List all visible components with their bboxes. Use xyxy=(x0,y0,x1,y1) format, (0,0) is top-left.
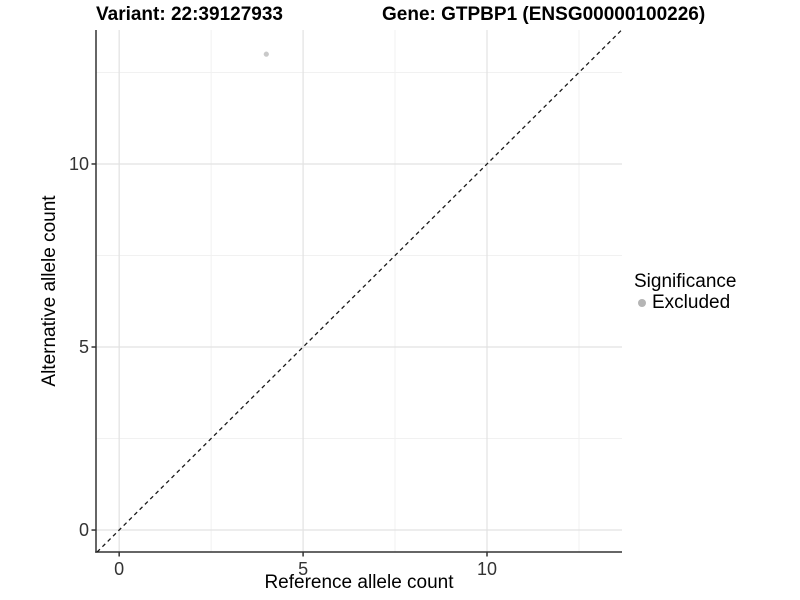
legend-item-label: Excluded xyxy=(652,292,731,313)
y-tick-label: 5 xyxy=(78,337,89,357)
legend-item-excluded: Excluded xyxy=(638,292,798,313)
x-tick-label: 0 xyxy=(114,559,125,579)
variant-title: Variant: 22:39127933 xyxy=(96,4,283,25)
excluded-marker-icon xyxy=(638,299,646,307)
x-tick-label: 5 xyxy=(298,559,309,579)
legend: Significance Excluded xyxy=(634,271,798,313)
y-tick-label: 10 xyxy=(68,153,89,174)
x-axis-title: Reference allele count xyxy=(264,572,454,593)
x-tick-label: 10 xyxy=(476,559,498,579)
legend-title: Significance xyxy=(634,271,737,292)
data-point xyxy=(263,51,269,57)
y-tick-label: 0 xyxy=(78,520,89,541)
y-axis-title: Alternative allele count xyxy=(39,195,60,387)
gene-title: Gene: GTPBP1 (ENSG00000100226) xyxy=(382,4,706,25)
identity-dashed-line xyxy=(96,29,623,553)
